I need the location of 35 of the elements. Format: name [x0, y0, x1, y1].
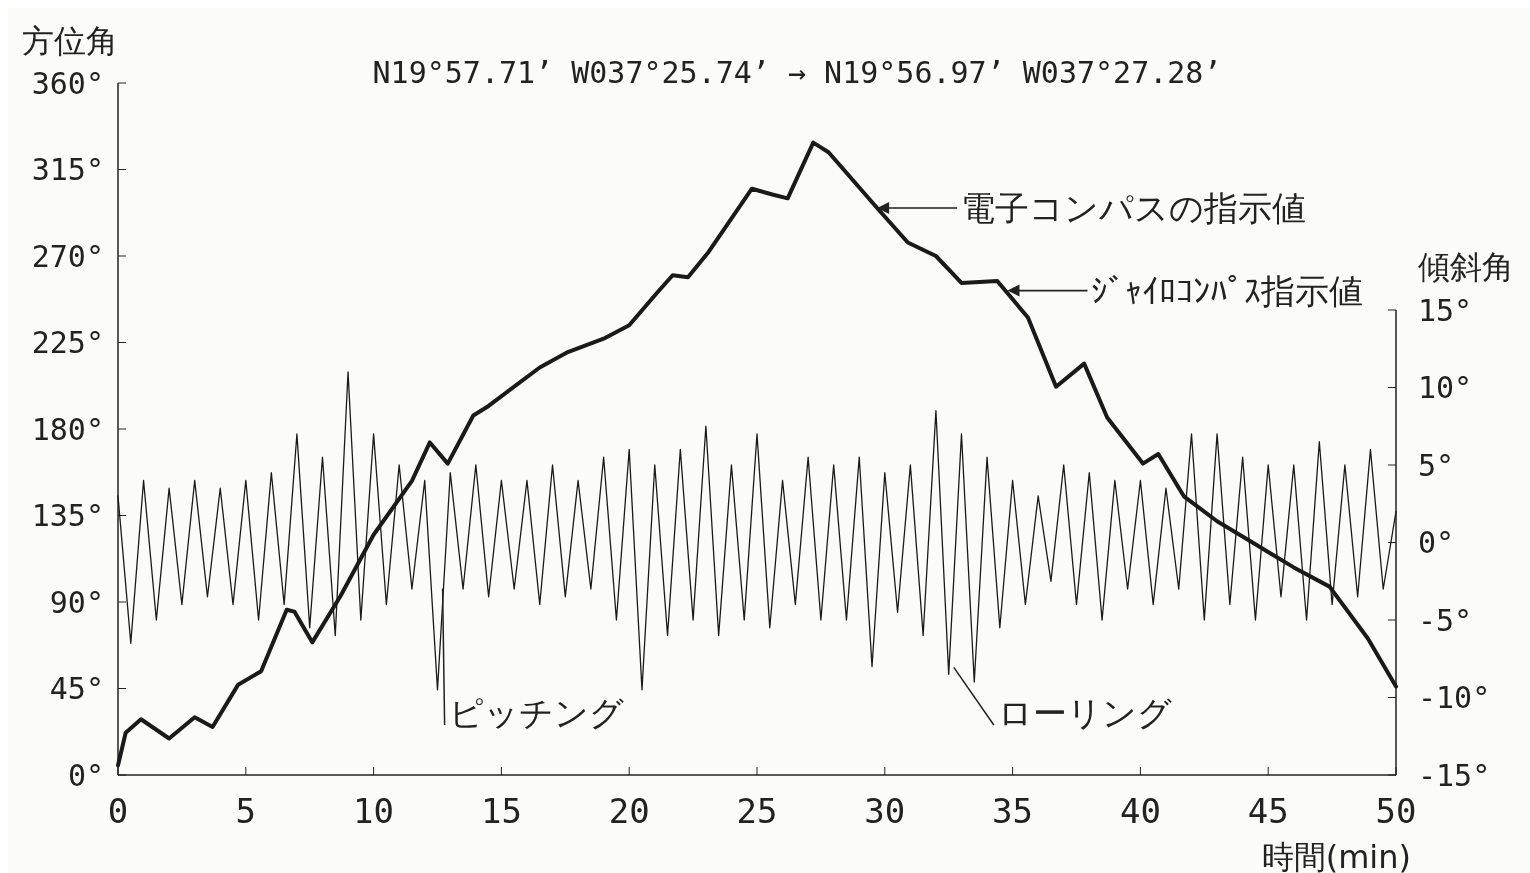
y-axis-title: 方位角	[22, 22, 118, 60]
x-tick-label: 0	[107, 791, 129, 831]
x-tick-label: 40	[1119, 791, 1161, 831]
y-tick-label: 225°	[31, 325, 104, 360]
x-tick-label: 25	[736, 791, 778, 831]
y-tick-label: 0°	[67, 757, 104, 793]
annotation: ローリング	[997, 693, 1172, 733]
x-axis-title: 時間(min)	[1261, 838, 1411, 873]
x-tick-label: 5	[235, 791, 257, 831]
annotation: ｼﾞｬｲﾛｺﾝﾊﾟｽ指示値	[1091, 270, 1364, 311]
y2-tick-label: -15°	[1418, 757, 1491, 793]
x-tick-label: 30	[864, 791, 906, 831]
x-tick-label: 35	[992, 791, 1034, 831]
y-tick-label: 45°	[49, 671, 104, 706]
y2-axis-title: 傾斜角	[1418, 248, 1514, 286]
y-tick-label: 360°	[31, 65, 104, 101]
annotation: 電子コンパスの指示値	[961, 187, 1307, 228]
y2-tick-label: 0°	[1418, 525, 1455, 560]
y2-tick-label: -5°	[1418, 602, 1473, 638]
y-tick-label: 135°	[31, 498, 104, 533]
y2-tick-label: 15°	[1418, 292, 1473, 328]
y-tick-label: 270°	[31, 238, 104, 274]
x-tick-label: 50	[1375, 791, 1417, 831]
y2-tick-label: 10°	[1418, 370, 1473, 405]
x-tick-label: 15	[480, 791, 522, 831]
y2-tick-label: -10°	[1418, 680, 1491, 715]
y-tick-label: 180°	[31, 411, 104, 447]
x-tick-label: 45	[1247, 791, 1289, 831]
annotation: ピッチング	[448, 693, 624, 733]
y2-tick-label: 5°	[1418, 447, 1455, 483]
x-tick-label: 10	[353, 791, 395, 831]
chart-title: N19°57.71’ W037°25.74’ → N19°56.97’ W037°27.28’	[372, 55, 1222, 90]
y-tick-label: 315°	[31, 152, 104, 187]
y-tick-label: 90°	[49, 584, 104, 620]
x-tick-label: 20	[608, 791, 650, 831]
